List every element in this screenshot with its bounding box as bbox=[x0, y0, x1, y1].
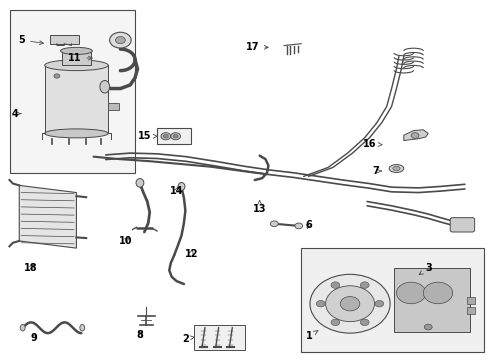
Circle shape bbox=[116, 37, 125, 44]
Text: 18: 18 bbox=[24, 263, 38, 273]
Text: 9: 9 bbox=[30, 333, 37, 343]
Text: 3: 3 bbox=[419, 263, 433, 275]
Text: 8: 8 bbox=[137, 330, 144, 340]
Bar bbox=[157, 128, 191, 144]
Bar bbox=[62, 51, 91, 65]
Bar bbox=[10, 10, 135, 173]
Bar bbox=[45, 65, 108, 134]
Bar bbox=[49, 35, 79, 44]
Circle shape bbox=[424, 324, 432, 330]
Ellipse shape bbox=[393, 166, 400, 171]
Text: 5: 5 bbox=[19, 35, 44, 45]
Circle shape bbox=[340, 297, 360, 311]
Circle shape bbox=[411, 133, 419, 138]
Text: 13: 13 bbox=[253, 201, 267, 214]
Circle shape bbox=[360, 282, 369, 288]
Text: 11: 11 bbox=[68, 53, 92, 63]
Circle shape bbox=[331, 282, 340, 288]
Circle shape bbox=[161, 133, 171, 140]
Circle shape bbox=[270, 221, 278, 226]
Text: 15: 15 bbox=[138, 131, 157, 141]
Text: 1: 1 bbox=[306, 330, 318, 341]
Circle shape bbox=[295, 223, 303, 229]
Text: 7: 7 bbox=[372, 166, 382, 176]
Bar bbox=[467, 307, 475, 315]
Text: 12: 12 bbox=[185, 248, 198, 258]
Text: 14: 14 bbox=[170, 186, 183, 196]
Ellipse shape bbox=[100, 81, 110, 93]
Ellipse shape bbox=[80, 324, 85, 331]
Circle shape bbox=[54, 74, 60, 78]
Circle shape bbox=[163, 134, 168, 138]
Bar bbox=[194, 325, 245, 350]
Text: 6: 6 bbox=[305, 220, 312, 230]
Circle shape bbox=[110, 32, 131, 48]
Text: 10: 10 bbox=[119, 236, 132, 246]
Text: 4: 4 bbox=[11, 109, 21, 119]
Circle shape bbox=[326, 286, 374, 321]
Bar bbox=[108, 103, 119, 110]
Circle shape bbox=[375, 301, 384, 307]
Ellipse shape bbox=[178, 183, 185, 190]
Circle shape bbox=[423, 282, 453, 304]
FancyBboxPatch shape bbox=[450, 218, 475, 232]
Text: 17: 17 bbox=[246, 42, 268, 52]
Ellipse shape bbox=[61, 47, 92, 54]
Circle shape bbox=[317, 301, 325, 307]
Circle shape bbox=[310, 274, 390, 333]
Ellipse shape bbox=[45, 129, 108, 138]
Polygon shape bbox=[404, 130, 428, 140]
Circle shape bbox=[171, 133, 180, 140]
Bar bbox=[467, 297, 475, 304]
Text: 2: 2 bbox=[182, 333, 195, 343]
Circle shape bbox=[173, 134, 178, 138]
Text: 16: 16 bbox=[363, 139, 382, 149]
Circle shape bbox=[396, 282, 426, 304]
Circle shape bbox=[331, 319, 340, 325]
Bar bbox=[394, 268, 470, 332]
Ellipse shape bbox=[136, 179, 144, 187]
Polygon shape bbox=[19, 185, 76, 248]
Ellipse shape bbox=[20, 324, 25, 331]
Ellipse shape bbox=[45, 60, 108, 71]
Bar bbox=[301, 248, 485, 352]
Circle shape bbox=[360, 319, 369, 325]
Ellipse shape bbox=[389, 165, 404, 172]
